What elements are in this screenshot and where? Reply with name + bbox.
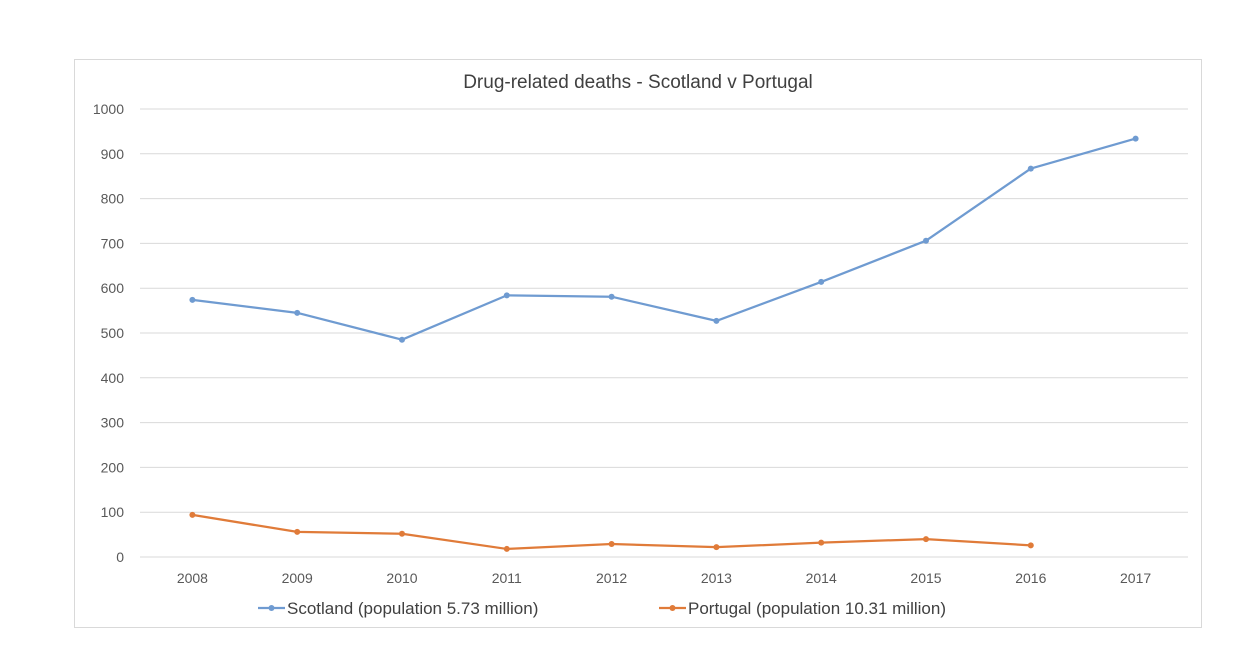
data-point (189, 511, 196, 518)
x-tick-label: 2013 (701, 570, 732, 586)
legend-label-1: Portugal (population 10.31 million) (688, 599, 946, 618)
data-point (189, 296, 196, 303)
y-tick-label: 400 (101, 370, 125, 386)
data-point (923, 536, 929, 543)
y-tick-label: 700 (101, 235, 125, 251)
x-tick-label: 2008 (177, 570, 208, 586)
x-tick-label: 2015 (910, 570, 941, 586)
data-point (1132, 135, 1139, 142)
legend-marker-1 (669, 605, 676, 611)
data-point (713, 544, 720, 551)
data-point (294, 528, 301, 535)
y-axis-ticks: 0 100 200 300 400 500 600 700 800 900 1000 (93, 101, 124, 565)
x-tick-label: 2017 (1120, 570, 1151, 586)
legend: Scotland (population 5.73 million) Portug… (258, 599, 946, 618)
y-tick-label: 800 (101, 191, 125, 207)
x-tick-label: 2016 (1015, 570, 1046, 586)
x-tick-label: 2012 (596, 570, 627, 586)
x-tick-label: 2009 (282, 570, 313, 586)
y-tick-label: 600 (101, 280, 125, 296)
legend-marker-0 (268, 605, 275, 611)
y-tick-label: 200 (101, 459, 125, 475)
data-point (503, 545, 510, 552)
data-point (503, 292, 510, 299)
data-point (608, 541, 615, 548)
y-tick-label: 100 (101, 504, 125, 520)
x-tick-label: 2011 (492, 570, 522, 586)
series-group (189, 135, 1139, 552)
data-point (1027, 542, 1034, 549)
gridlines (140, 108, 1188, 558)
data-point (399, 530, 405, 537)
data-point (818, 539, 825, 546)
x-axis-ticks: 2008 2009 2010 2011 2012 2013 2014 2015 2016 2017 (177, 570, 1152, 586)
y-tick-label: 0 (116, 549, 124, 565)
y-tick-label: 1000 (93, 101, 124, 117)
y-tick-label: 900 (101, 146, 125, 162)
data-point (294, 309, 301, 316)
x-tick-label: 2010 (386, 570, 417, 586)
y-tick-label: 500 (101, 325, 125, 341)
y-tick-label: 300 (101, 415, 125, 431)
data-point (923, 237, 929, 244)
data-point (1027, 165, 1034, 172)
data-point (399, 336, 405, 343)
data-point (713, 317, 720, 324)
series-line-0 (192, 137, 1136, 341)
legend-label-0: Scotland (population 5.73 million) (287, 599, 538, 618)
data-point (818, 278, 825, 285)
data-point (608, 293, 615, 300)
x-tick-label: 2014 (806, 570, 837, 586)
chart-title: Drug-related deaths - Scotland v Portuga… (463, 72, 813, 93)
